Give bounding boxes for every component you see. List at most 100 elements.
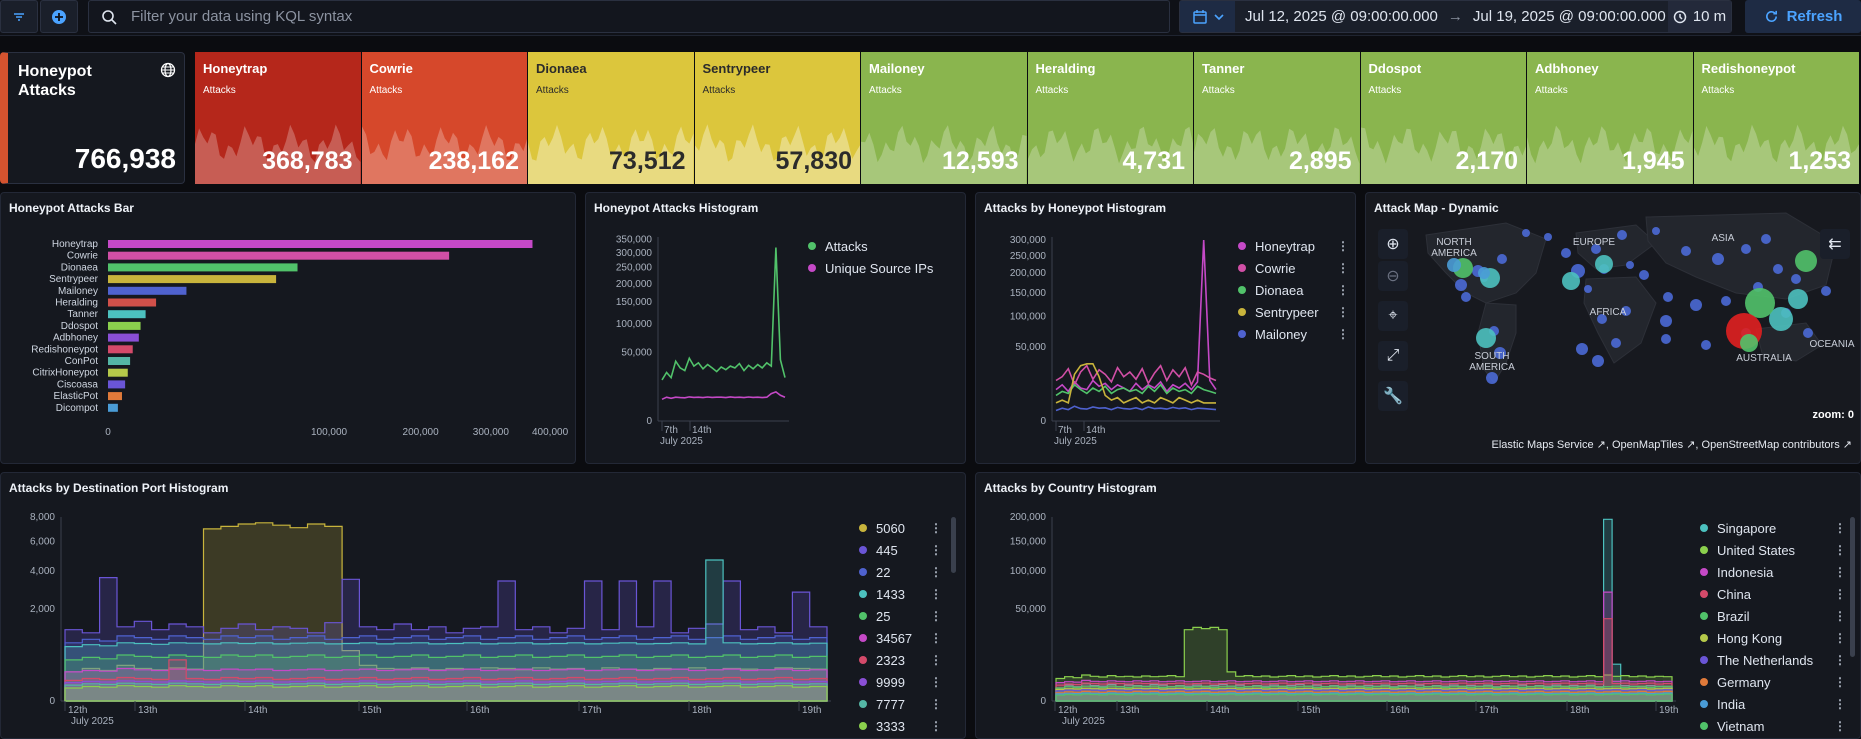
kebab-menu-icon[interactable]: ⋮ <box>1337 327 1349 341</box>
attack-point[interactable] <box>1761 234 1771 244</box>
legend-item[interactable]: Cowrie ⋮ <box>1238 257 1349 279</box>
attack-point[interactable] <box>1821 286 1831 296</box>
legend-item[interactable]: 445 ⋮ <box>859 539 942 561</box>
quick-select-button[interactable] <box>1180 1 1235 32</box>
attack-point[interactable] <box>1773 264 1783 274</box>
legend-item[interactable]: Honeytrap ⋮ <box>1238 235 1349 257</box>
kebab-menu-icon[interactable]: ⋮ <box>930 565 942 579</box>
bar[interactable] <box>108 368 128 377</box>
attack-point[interactable] <box>1621 306 1631 316</box>
attack-point[interactable] <box>1461 292 1471 302</box>
kebab-menu-icon[interactable]: ⋮ <box>930 631 942 645</box>
attack-point[interactable] <box>1544 233 1552 241</box>
kebab-menu-icon[interactable]: ⋮ <box>1834 565 1846 579</box>
legend-item[interactable]: 7777 ⋮ <box>859 693 942 715</box>
kebab-menu-icon[interactable]: ⋮ <box>1834 675 1846 689</box>
kebab-menu-icon[interactable]: ⋮ <box>930 653 942 667</box>
series-line[interactable] <box>1055 363 1216 405</box>
attack-point[interactable] <box>1591 244 1601 254</box>
series-area[interactable] <box>1055 693 1673 702</box>
series-line[interactable] <box>1055 239 1217 393</box>
legend-item[interactable]: 5060 ⋮ <box>859 517 942 539</box>
attack-point[interactable] <box>1639 270 1649 280</box>
legend-item[interactable]: Vietnam ⋮ <box>1700 715 1846 737</box>
attack-point[interactable] <box>1661 334 1671 344</box>
kebab-menu-icon[interactable]: ⋮ <box>1834 587 1846 601</box>
kebab-menu-icon[interactable]: ⋮ <box>1337 305 1349 319</box>
legend-item[interactable]: 25 ⋮ <box>859 605 942 627</box>
tools-button[interactable]: 🔧 <box>1378 381 1408 411</box>
world-map[interactable]: NORTH AMERICA EUROPE ASIA AFRICA SOUTH AMERICA… <box>1366 193 1861 464</box>
bar[interactable] <box>108 286 187 295</box>
legend-item[interactable]: Singapore ⋮ <box>1700 517 1846 539</box>
attack-cluster[interactable] <box>1447 258 1461 272</box>
bar[interactable] <box>108 380 126 389</box>
kebab-menu-icon[interactable]: ⋮ <box>1834 631 1846 645</box>
attack-point[interactable] <box>1701 340 1711 350</box>
legend-scrollbar[interactable] <box>951 517 956 573</box>
attack-cluster[interactable] <box>1795 250 1817 272</box>
kebab-menu-icon[interactable]: ⋮ <box>1834 719 1846 733</box>
series-area[interactable] <box>64 559 828 702</box>
attack-point[interactable] <box>1803 328 1813 338</box>
bar[interactable] <box>108 403 118 412</box>
fullscreen-button[interactable]: ⤢ <box>1378 341 1408 371</box>
bar[interactable] <box>108 298 157 307</box>
attack-cluster[interactable] <box>1740 334 1758 352</box>
kebab-menu-icon[interactable]: ⋮ <box>930 543 942 557</box>
attribution-link[interactable]: OpenStreetMap contributors <box>1701 439 1840 451</box>
kebab-menu-icon[interactable]: ⋮ <box>1337 261 1349 275</box>
kebab-menu-icon[interactable]: ⋮ <box>1834 543 1846 557</box>
legend-item[interactable]: 3333 ⋮ <box>859 715 942 737</box>
auto-refresh-button[interactable]: 10 m <box>1668 1 1731 32</box>
attack-point[interactable] <box>1455 279 1467 291</box>
attack-point[interactable] <box>1561 248 1571 258</box>
kebab-menu-icon[interactable]: ⋮ <box>930 587 942 601</box>
attack-point[interactable] <box>1617 230 1627 240</box>
attack-cluster[interactable] <box>1745 288 1775 318</box>
kebab-menu-icon[interactable]: ⋮ <box>1337 283 1349 297</box>
end-date[interactable]: Jul 19, 2025 @ 09:00:00.000 <box>1472 8 1666 25</box>
kebab-menu-icon[interactable]: ⋮ <box>930 521 942 535</box>
attack-point[interactable] <box>1652 227 1660 235</box>
attack-cluster[interactable] <box>1476 328 1496 348</box>
legend-item[interactable]: Dionaea ⋮ <box>1238 279 1349 301</box>
kebab-menu-icon[interactable]: ⋮ <box>930 609 942 623</box>
date-range-picker[interactable]: Jul 12, 2025 @ 09:00:00.000 → Jul 19, 20… <box>1179 0 1732 33</box>
attack-point[interactable] <box>1486 372 1498 384</box>
legend-item[interactable]: 2323 ⋮ <box>859 649 942 671</box>
bar[interactable] <box>108 345 133 354</box>
attack-point[interactable] <box>1712 253 1724 265</box>
attribution-link[interactable]: Elastic Maps Service <box>1491 439 1594 451</box>
kebab-menu-icon[interactable]: ⋮ <box>1834 609 1846 623</box>
legend-item[interactable]: Germany ⋮ <box>1700 671 1846 693</box>
legend-item[interactable]: 22 ⋮ <box>859 561 942 583</box>
bar[interactable] <box>108 275 277 284</box>
bar[interactable] <box>108 310 146 319</box>
kebab-menu-icon[interactable]: ⋮ <box>930 697 942 711</box>
attack-cluster[interactable] <box>1562 272 1580 290</box>
series-line[interactable] <box>1055 405 1217 412</box>
legend-item[interactable]: The Netherlands ⋮ <box>1700 649 1846 671</box>
attack-point[interactable] <box>1494 347 1506 359</box>
legend-item[interactable]: 9999 ⋮ <box>859 671 942 693</box>
attack-point[interactable] <box>1584 285 1592 293</box>
attack-point[interactable] <box>1522 229 1530 237</box>
legend-item[interactable]: Indonesia ⋮ <box>1700 561 1846 583</box>
series-line[interactable] <box>1055 383 1217 397</box>
legend-item[interactable]: Mailoney ⋮ <box>1238 323 1349 345</box>
add-filter-button[interactable] <box>40 0 78 33</box>
kql-search-input[interactable] <box>131 8 1031 25</box>
legend-scrollbar[interactable] <box>1850 517 1855 657</box>
attack-point[interactable] <box>1597 314 1607 324</box>
bar[interactable] <box>108 240 533 248</box>
series-area[interactable] <box>64 659 828 702</box>
attack-point[interactable] <box>1663 292 1673 302</box>
attack-point[interactable] <box>1721 296 1731 306</box>
kql-search-bar[interactable] <box>88 0 1170 33</box>
kebab-menu-icon[interactable]: ⋮ <box>1834 521 1846 535</box>
attack-point[interactable] <box>1660 315 1672 327</box>
legend-item[interactable]: India ⋮ <box>1700 693 1846 715</box>
bar[interactable] <box>108 321 141 330</box>
kebab-menu-icon[interactable]: ⋮ <box>1834 697 1846 711</box>
